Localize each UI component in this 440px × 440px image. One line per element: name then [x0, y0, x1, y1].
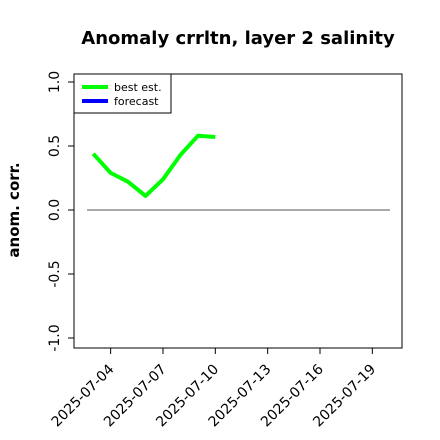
- y-ticks: -1.0 -0.5 0.0 0.5 1.0: [47, 71, 74, 352]
- plot-frame: [73, 73, 403, 349]
- y-tick-label: 0.5: [47, 135, 63, 157]
- legend-label-forecast: forecast: [114, 95, 159, 108]
- y-tick-label: -0.5: [47, 260, 63, 287]
- series-layer: [91, 133, 216, 198]
- y-tick-label: -1.0: [47, 324, 63, 351]
- y-tick-label: 0.0: [47, 199, 63, 221]
- y-axis-label: anom. corr.: [5, 162, 23, 257]
- chart-title: Anomaly crrltn, layer 2 salinity: [81, 28, 395, 49]
- legend-box: [73, 73, 172, 114]
- y-tick-label: 1.0: [47, 71, 63, 93]
- legend-label-best-est: best est.: [114, 81, 162, 94]
- x-ticks: 2025-07-042025-07-072025-07-102025-07-13…: [49, 348, 379, 430]
- series-line-best-est: [91, 133, 216, 198]
- legend: best est. forecast: [73, 73, 172, 114]
